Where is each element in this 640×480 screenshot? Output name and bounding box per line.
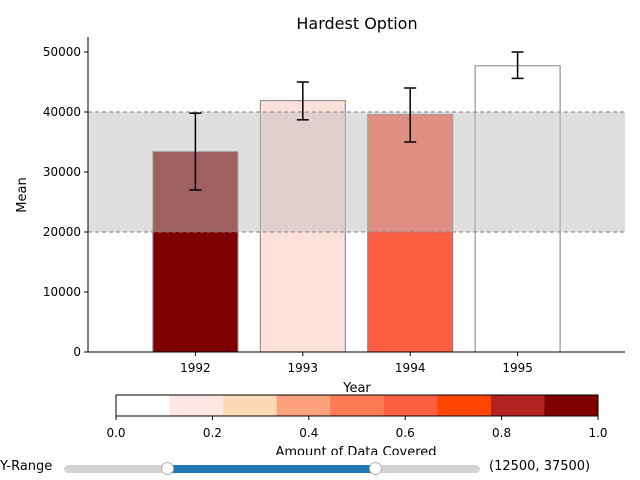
colorbar-tick-label: 0.8	[492, 426, 511, 440]
x-axis-label: Year	[342, 381, 371, 396]
chart-title: Hardest Option	[296, 14, 417, 33]
y-range-slider: Y-Range (12500, 37500)	[0, 455, 640, 479]
colorbar-segment	[223, 395, 278, 416]
colorbar-segment	[383, 395, 438, 416]
colorbar-segment	[490, 395, 545, 416]
slider-label: Y-Range	[0, 459, 53, 474]
colorbar-tick-label: 0.0	[106, 426, 125, 440]
x-tick-label: 1994	[395, 361, 426, 375]
y-tick-label: 40000	[43, 105, 81, 119]
x-tick-label: 1993	[288, 361, 319, 375]
y-tick-label: 50000	[43, 45, 81, 59]
colorbar-tick-label: 0.2	[203, 426, 222, 440]
colorbar-segment	[330, 395, 385, 416]
colorbar-segment	[437, 395, 492, 416]
slider-selected-range	[168, 465, 376, 473]
x-tick-label: 1995	[502, 361, 533, 375]
y-range-band	[88, 112, 625, 232]
colorbar-label: Amount of Data Covered	[275, 445, 436, 455]
x-tick-label: 1992	[180, 361, 211, 375]
y-tick-label: 20000	[43, 225, 81, 239]
plot-area: 0 10000 20000 30000 40000 50000 1992 1993 1994 19…	[43, 37, 625, 375]
slider-handle-high[interactable]	[369, 462, 382, 475]
chart-figure: Hardest Option 0 10000 20000 30000 40000 5000…	[15, 14, 625, 455]
colorbar-segment	[276, 395, 331, 416]
colorbar-segment	[544, 395, 599, 416]
slider-handle-low[interactable]	[161, 462, 174, 475]
slider-track[interactable]	[64, 462, 480, 475]
y-axis-label: Mean	[15, 177, 30, 212]
y-tick-label: 10000	[43, 285, 81, 299]
colorbar-segment	[116, 395, 171, 416]
colorbar-frame	[115, 394, 599, 417]
colorbar-tick-label: 0.6	[396, 426, 415, 440]
y-tick-label: 0	[73, 345, 81, 359]
colorbar-segment	[169, 395, 224, 416]
colorbar-tick-label: 0.4	[299, 426, 318, 440]
colorbar: 0.0 0.2 0.4 0.6 0.8 1.0	[106, 394, 608, 440]
colorbar-tick-label: 1.0	[588, 426, 607, 440]
slider-value-readout: (12500, 37500)	[489, 459, 591, 474]
y-tick-label: 30000	[43, 165, 81, 179]
